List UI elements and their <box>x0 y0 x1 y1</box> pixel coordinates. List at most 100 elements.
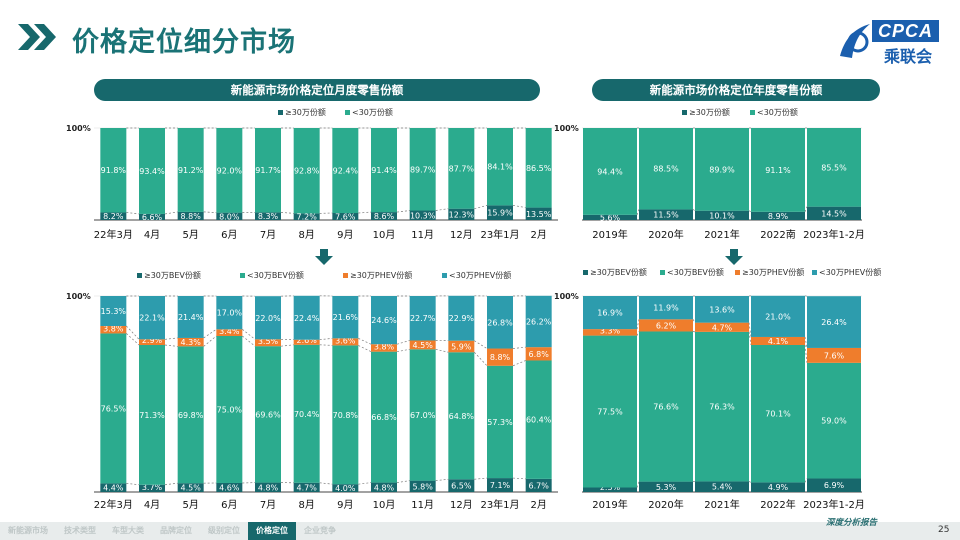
connector-line <box>203 335 217 347</box>
data-label: 5.8% <box>413 482 434 491</box>
data-label: 76.3% <box>709 403 735 412</box>
bar-segment <box>100 483 127 492</box>
legend-label: <30万BEV份额 <box>247 270 304 280</box>
connector-line <box>319 482 333 485</box>
section-title-yearly: 新能源市场价格定位年度零售份额 <box>592 79 880 101</box>
bar-segment <box>177 337 204 347</box>
bar-segment <box>487 128 513 206</box>
data-label: 3.8% <box>374 343 395 352</box>
category-label: 5月 <box>182 229 198 241</box>
connector-line <box>126 212 140 215</box>
bar-segment <box>293 295 320 340</box>
data-label: 2.9% <box>142 336 163 345</box>
data-label: 7.6% <box>335 213 356 222</box>
connector-line <box>474 352 488 367</box>
data-label: 22.1% <box>139 314 165 323</box>
bar-segment <box>448 352 475 480</box>
bar-segment <box>583 335 637 488</box>
data-label: 4.0% <box>335 484 356 493</box>
legend-swatch <box>812 270 817 275</box>
connector-line <box>319 344 333 346</box>
category-label: 10月 <box>373 499 396 511</box>
data-label: 26.8% <box>487 318 513 327</box>
down-arrow-icon <box>315 249 333 265</box>
data-label: 88.5% <box>653 165 679 174</box>
data-label: 8.2% <box>103 212 124 221</box>
nav-item[interactable]: 品牌定位 <box>160 526 192 535</box>
data-label: 11.5% <box>653 211 679 220</box>
category-label: 4月 <box>144 499 160 511</box>
y-tick-label: 100% <box>66 124 91 133</box>
page-number: 25 <box>938 525 950 535</box>
legend-swatch <box>442 273 447 278</box>
connector-line <box>435 208 449 211</box>
data-label: 4.6% <box>219 483 240 492</box>
data-label: 3.3% <box>600 327 621 336</box>
bar-segment <box>100 325 127 334</box>
data-label: 3.4% <box>219 327 240 336</box>
legend-swatch <box>750 110 755 115</box>
connector-line <box>512 346 526 349</box>
connector-line <box>203 211 217 213</box>
down-arrow-icon <box>725 249 743 265</box>
data-label: 91.2% <box>178 166 204 175</box>
data-label: 4.5% <box>181 484 202 493</box>
bar-segment <box>216 212 243 220</box>
data-label: 22.4% <box>294 314 320 323</box>
data-label: 57.3% <box>487 418 513 427</box>
bar-segment <box>139 484 165 492</box>
nav-item[interactable]: 企业竞争 <box>304 526 336 535</box>
bar-segment <box>695 296 749 323</box>
data-label: 91.4% <box>371 166 397 175</box>
connector-line <box>164 482 178 486</box>
data-label: 76.5% <box>101 404 127 413</box>
data-label: 8.9% <box>768 212 789 221</box>
nav-item[interactable]: 级别定位 <box>208 526 240 535</box>
connector-line <box>164 344 178 347</box>
legend-swatch <box>345 110 350 115</box>
bar-segment <box>695 210 749 220</box>
bar-segment <box>807 296 861 348</box>
nav-item[interactable]: 新能源市场 <box>8 526 48 535</box>
bar-segment <box>639 296 693 320</box>
bar-segment <box>583 214 637 220</box>
category-label: 2021年 <box>704 498 739 511</box>
category-label: 2021年 <box>704 228 739 241</box>
nav-item[interactable]: 价格定位 <box>248 522 296 540</box>
data-label: 6.6% <box>142 213 163 222</box>
bar-segment <box>525 128 552 208</box>
data-label: 2.6% <box>297 336 318 345</box>
category-label: 7月 <box>260 229 276 241</box>
bar-segment <box>139 213 165 220</box>
data-label: 8.8% <box>490 353 511 362</box>
connector-line <box>748 210 752 213</box>
data-label: 6.2% <box>656 321 677 330</box>
data-label: 76.6% <box>653 403 679 412</box>
connector-line <box>396 348 410 353</box>
data-label: 67.0% <box>410 411 436 420</box>
logo-swoosh-icon <box>840 24 870 58</box>
nav-item[interactable]: 技术类型 <box>64 526 96 535</box>
data-label: 6.8% <box>529 350 550 359</box>
category-label: 2023年1-2月 <box>803 228 865 241</box>
legend-swatch <box>682 110 687 115</box>
data-label: 91.1% <box>765 166 791 175</box>
legend-label: <30万份额 <box>352 107 393 117</box>
category-label: 11月 <box>411 499 434 511</box>
data-label: 4.3% <box>181 338 202 347</box>
legend-swatch <box>240 273 245 278</box>
nav-item[interactable]: 车型大类 <box>112 526 144 535</box>
legend-label: ≥30万BEV份额 <box>590 267 647 277</box>
bar-segment <box>332 345 359 485</box>
bar-segment <box>525 360 552 479</box>
data-label: 10.1% <box>709 211 735 220</box>
category-label: 5月 <box>182 499 198 511</box>
connector-line <box>280 212 294 214</box>
bar-segment <box>371 351 397 483</box>
data-label: 22.0% <box>255 314 281 323</box>
connector-line <box>512 477 526 480</box>
bar-segment <box>583 128 637 215</box>
bar-segment <box>695 322 749 332</box>
chart-3: 100% ≥30万BEV份额 <30万BEV份额 ≥30万PHEV份额 <30万PHEV… <box>554 267 881 511</box>
bar-segment <box>751 128 805 212</box>
